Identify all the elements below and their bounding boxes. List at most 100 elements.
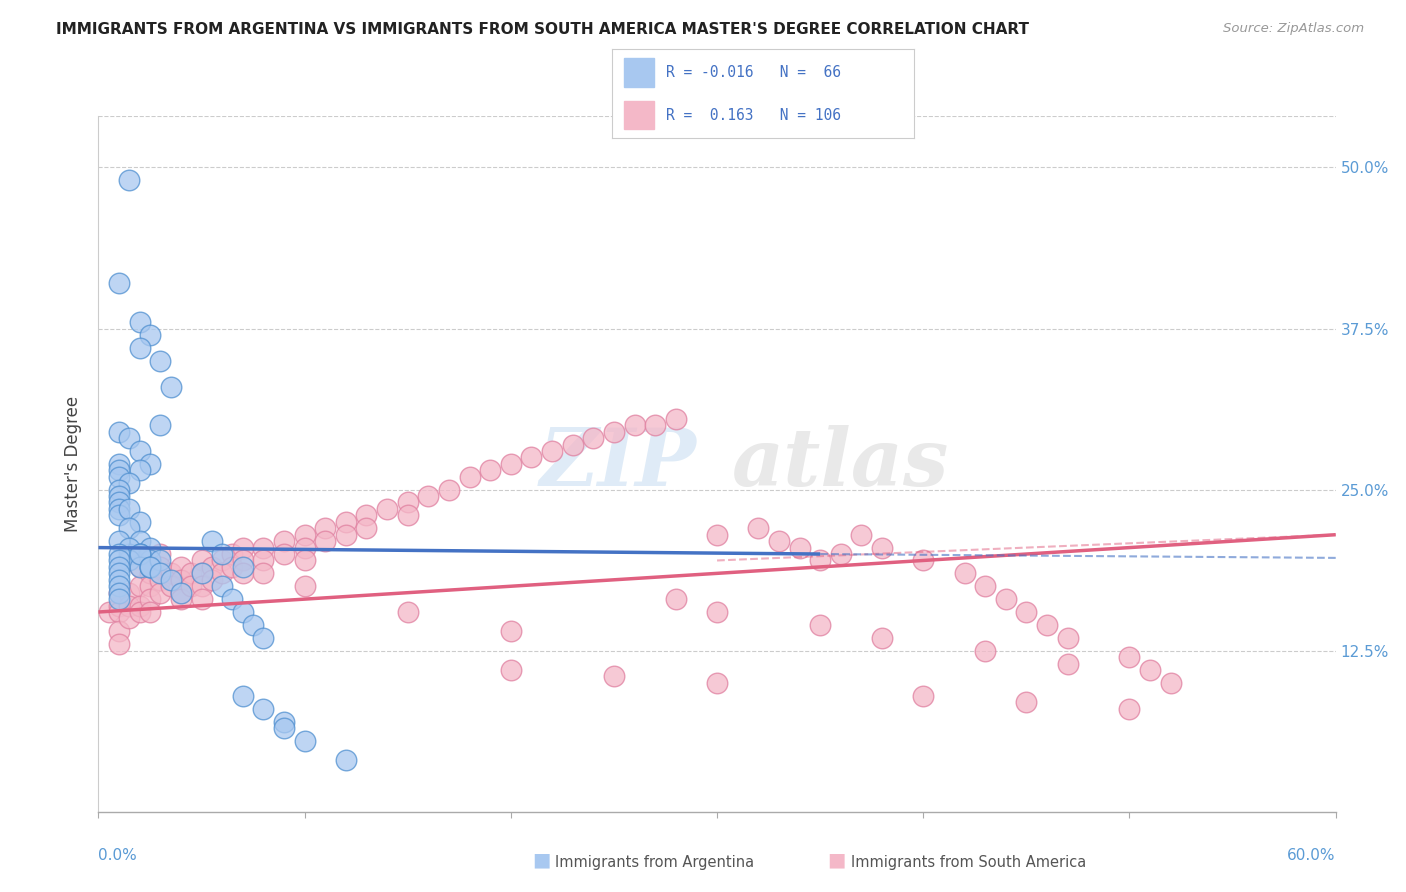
Point: [201, 573, 224, 587]
Point: [644, 418, 666, 433]
Text: Immigrants from Argentina: Immigrants from Argentina: [555, 855, 755, 870]
Point: [139, 566, 162, 581]
Point: [108, 277, 131, 291]
Point: [108, 457, 131, 471]
Point: [1056, 631, 1078, 645]
Point: [437, 483, 460, 497]
Point: [97, 605, 120, 619]
Point: [706, 605, 728, 619]
Point: [335, 515, 357, 529]
Text: ZIP: ZIP: [540, 425, 696, 502]
Point: [808, 618, 831, 632]
Point: [870, 631, 893, 645]
Point: [118, 585, 141, 599]
Text: ■: ■: [531, 851, 551, 870]
Point: [108, 534, 131, 549]
Point: [211, 579, 233, 593]
Point: [499, 457, 522, 471]
Point: [118, 476, 141, 491]
Point: [170, 585, 193, 599]
Point: [912, 553, 935, 567]
Point: [768, 534, 790, 549]
Point: [830, 547, 852, 561]
Text: R =  0.163   N = 106: R = 0.163 N = 106: [666, 108, 841, 122]
Point: [294, 734, 316, 748]
Text: Source: ZipAtlas.com: Source: ZipAtlas.com: [1223, 22, 1364, 36]
Point: [159, 379, 181, 393]
Point: [118, 173, 141, 187]
Point: [108, 425, 131, 439]
Point: [499, 663, 522, 677]
Point: [108, 579, 131, 593]
Point: [108, 573, 131, 587]
Point: [541, 444, 564, 458]
Point: [149, 553, 172, 567]
Point: [139, 541, 162, 555]
Point: [139, 592, 162, 607]
Point: [211, 566, 233, 581]
Point: [252, 566, 274, 581]
Point: [232, 689, 254, 703]
Point: [789, 541, 811, 555]
Point: [128, 444, 150, 458]
Text: R = -0.016   N =  66: R = -0.016 N = 66: [666, 65, 841, 79]
Point: [128, 463, 150, 477]
Point: [170, 585, 193, 599]
Point: [180, 566, 202, 581]
Point: [118, 431, 141, 445]
Point: [974, 643, 997, 657]
Point: [149, 566, 172, 581]
Point: [1160, 676, 1182, 690]
FancyBboxPatch shape: [624, 101, 654, 129]
Point: [149, 547, 172, 561]
Point: [232, 566, 254, 581]
Point: [149, 573, 172, 587]
Point: [211, 547, 233, 561]
Point: [139, 560, 162, 574]
Point: [211, 553, 233, 567]
Point: [201, 560, 224, 574]
Point: [294, 579, 316, 593]
Point: [108, 605, 131, 619]
Point: [108, 585, 131, 599]
Point: [1015, 695, 1038, 709]
FancyBboxPatch shape: [624, 58, 654, 87]
Point: [232, 553, 254, 567]
Point: [314, 521, 336, 535]
Point: [149, 353, 172, 368]
Point: [1139, 663, 1161, 677]
Text: ■: ■: [827, 851, 846, 870]
Point: [139, 328, 162, 343]
Point: [242, 618, 264, 632]
Point: [190, 592, 212, 607]
Point: [118, 521, 141, 535]
Point: [128, 547, 150, 561]
Point: [159, 579, 181, 593]
Point: [418, 489, 440, 503]
Point: [108, 592, 131, 607]
Text: 0.0%: 0.0%: [98, 847, 138, 863]
Point: [128, 560, 150, 574]
Point: [294, 527, 316, 541]
Point: [118, 553, 141, 567]
Point: [139, 553, 162, 567]
Point: [190, 566, 212, 581]
Point: [108, 489, 131, 503]
Point: [128, 599, 150, 613]
Point: [252, 541, 274, 555]
Point: [252, 631, 274, 645]
Point: [108, 508, 131, 523]
Point: [139, 560, 162, 574]
Point: [190, 566, 212, 581]
Point: [108, 560, 131, 574]
Text: atlas: atlas: [733, 425, 949, 502]
Point: [1015, 605, 1038, 619]
Point: [108, 566, 131, 581]
Point: [108, 469, 131, 483]
Point: [108, 495, 131, 509]
Point: [170, 573, 193, 587]
Point: [159, 566, 181, 581]
Point: [582, 431, 605, 445]
Point: [252, 553, 274, 567]
Point: [870, 541, 893, 555]
